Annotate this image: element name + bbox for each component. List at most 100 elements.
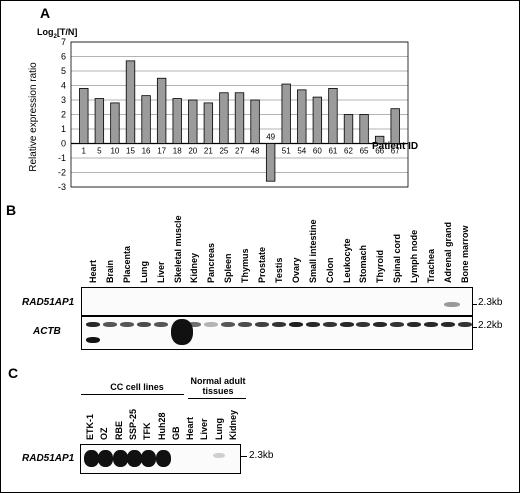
lane-label-prostate: Prostate <box>257 246 267 283</box>
y-tick-label: 0 <box>61 139 66 149</box>
actb-band <box>356 322 371 327</box>
actb-band-lower <box>86 337 100 343</box>
band-bone-marrow <box>444 302 460 307</box>
panel-b-label: B <box>6 202 17 218</box>
lane-label-ovary: Ovary <box>290 257 301 283</box>
y-tick-label: 1 <box>61 124 66 134</box>
tick-b2 <box>472 327 477 328</box>
lane-label-spleen: Spleen <box>223 253 234 283</box>
x-axis-label: Patient ID <box>372 141 418 152</box>
bar-49 <box>265 143 276 182</box>
bar-27 <box>234 92 245 144</box>
lane-label-liver: Liver <box>155 261 166 283</box>
actb-band <box>457 322 472 327</box>
bar-17 <box>156 77 167 144</box>
x-tick-label: 17 <box>157 147 166 156</box>
x-tick-label: 62 <box>344 147 353 156</box>
blot-c-label: RAD51AP1 <box>22 453 75 464</box>
lane-label-rbe: RBE <box>113 420 124 440</box>
blot-b-actb-label: ACTB <box>33 326 61 337</box>
y-tick-label: -3 <box>58 182 66 192</box>
plot-frame <box>70 41 409 188</box>
blot-b-rad51ap1-label: RAD51AP1 <box>22 297 75 308</box>
cc-band <box>126 450 142 467</box>
actb-band <box>305 322 320 327</box>
actb-band <box>407 322 422 327</box>
x-tick-label: 16 <box>142 147 151 156</box>
group-cc-cell-lines: CC cell lines <box>110 382 164 392</box>
actb-band <box>288 322 303 327</box>
lane-label-brain: Brain <box>104 259 115 283</box>
x-tick-label: 5 <box>97 147 102 156</box>
actb-band <box>322 322 337 327</box>
actb-band <box>86 322 100 327</box>
lane-label-oz: OZ <box>99 427 110 441</box>
x-tick-label: 48 <box>251 147 260 156</box>
tick-b1 <box>472 304 477 305</box>
bar-67 <box>390 108 400 144</box>
bar-60 <box>312 96 323 144</box>
lane-label-colon: Colon <box>324 257 335 284</box>
x-tick-label: 20 <box>188 147 197 156</box>
y-tick-label: -2 <box>58 168 66 178</box>
lane-label-pancreas: Pancreas <box>206 242 217 283</box>
lane-label-huh28: Huh28 <box>156 412 167 440</box>
y-tick-label: 2 <box>61 110 66 120</box>
x-tick-label: 61 <box>328 147 337 156</box>
lane-label-placenta: Placenta <box>121 245 132 283</box>
actb-band <box>390 322 405 327</box>
size-marker-b1: 2.3kb <box>478 297 503 308</box>
group-line-2 <box>188 398 246 399</box>
bar-65 <box>359 114 369 144</box>
x-tick-label: 65 <box>360 147 369 156</box>
group-line-1 <box>81 394 184 395</box>
actb-band <box>187 322 202 327</box>
expression-chart: Log2[T/N] Relative expression ratio -3 -2… <box>28 27 418 192</box>
x-tick-label: 51 <box>282 147 291 156</box>
actb-band <box>255 322 269 327</box>
bar-66 <box>374 135 385 144</box>
lane-label-testis: Testis <box>273 257 284 283</box>
x-tick-label: 21 <box>204 147 213 156</box>
y-axis-label: Relative expression ratio <box>28 62 39 172</box>
lane-label-gb: GB <box>170 426 181 441</box>
lane-label-thymus: Thymus <box>240 248 251 283</box>
actb-band <box>119 322 134 327</box>
bar-51 <box>281 83 291 144</box>
actb-band <box>271 322 286 327</box>
panel-a-label: A <box>40 5 51 21</box>
bar-1 <box>79 88 89 144</box>
cc-band <box>84 450 99 467</box>
lane-label-ssp-25: SSP-25 <box>127 408 138 440</box>
actb-band <box>339 322 354 327</box>
actb-band <box>238 322 253 327</box>
lane-label-heart: Heart <box>185 416 196 440</box>
cc-band <box>98 450 114 467</box>
lane-label-adrenal-grand: Adrenal grand <box>442 221 453 283</box>
x-tick-label: 10 <box>110 147 119 156</box>
y-tick-label: 5 <box>61 66 66 76</box>
y-tick-label: 3 <box>61 95 66 105</box>
cc-band <box>155 450 171 467</box>
lane-label-trachea: Trachea <box>426 248 436 283</box>
actb-band <box>221 322 236 327</box>
group-normal-adult: Normal adult <box>190 376 246 386</box>
actb-band <box>373 322 388 327</box>
lane-label-stomach: Stomach <box>358 244 369 283</box>
lane-label-liver: Liver <box>199 418 210 440</box>
size-marker-c: 2.3kb <box>249 450 274 461</box>
x-tick-label: 67 <box>391 147 400 156</box>
bar-16 <box>141 95 151 144</box>
lane-label-spinal-cord: Spinal cord <box>392 233 403 283</box>
lane-label-kidney: Kidney <box>189 252 200 283</box>
lane-label-lung: Lung <box>213 418 224 440</box>
bar-20 <box>188 99 198 144</box>
bar-25 <box>219 92 229 144</box>
actb-band <box>440 322 455 327</box>
bar-54 <box>297 89 307 144</box>
y-tick-label: 7 <box>61 37 66 47</box>
size-marker-b2: 2.2kb <box>478 320 503 331</box>
x-tick-label: 1 <box>82 147 87 156</box>
lane-label-skeletal-muscle: Skeletal muscle <box>172 215 183 283</box>
bar-15 <box>125 60 136 144</box>
